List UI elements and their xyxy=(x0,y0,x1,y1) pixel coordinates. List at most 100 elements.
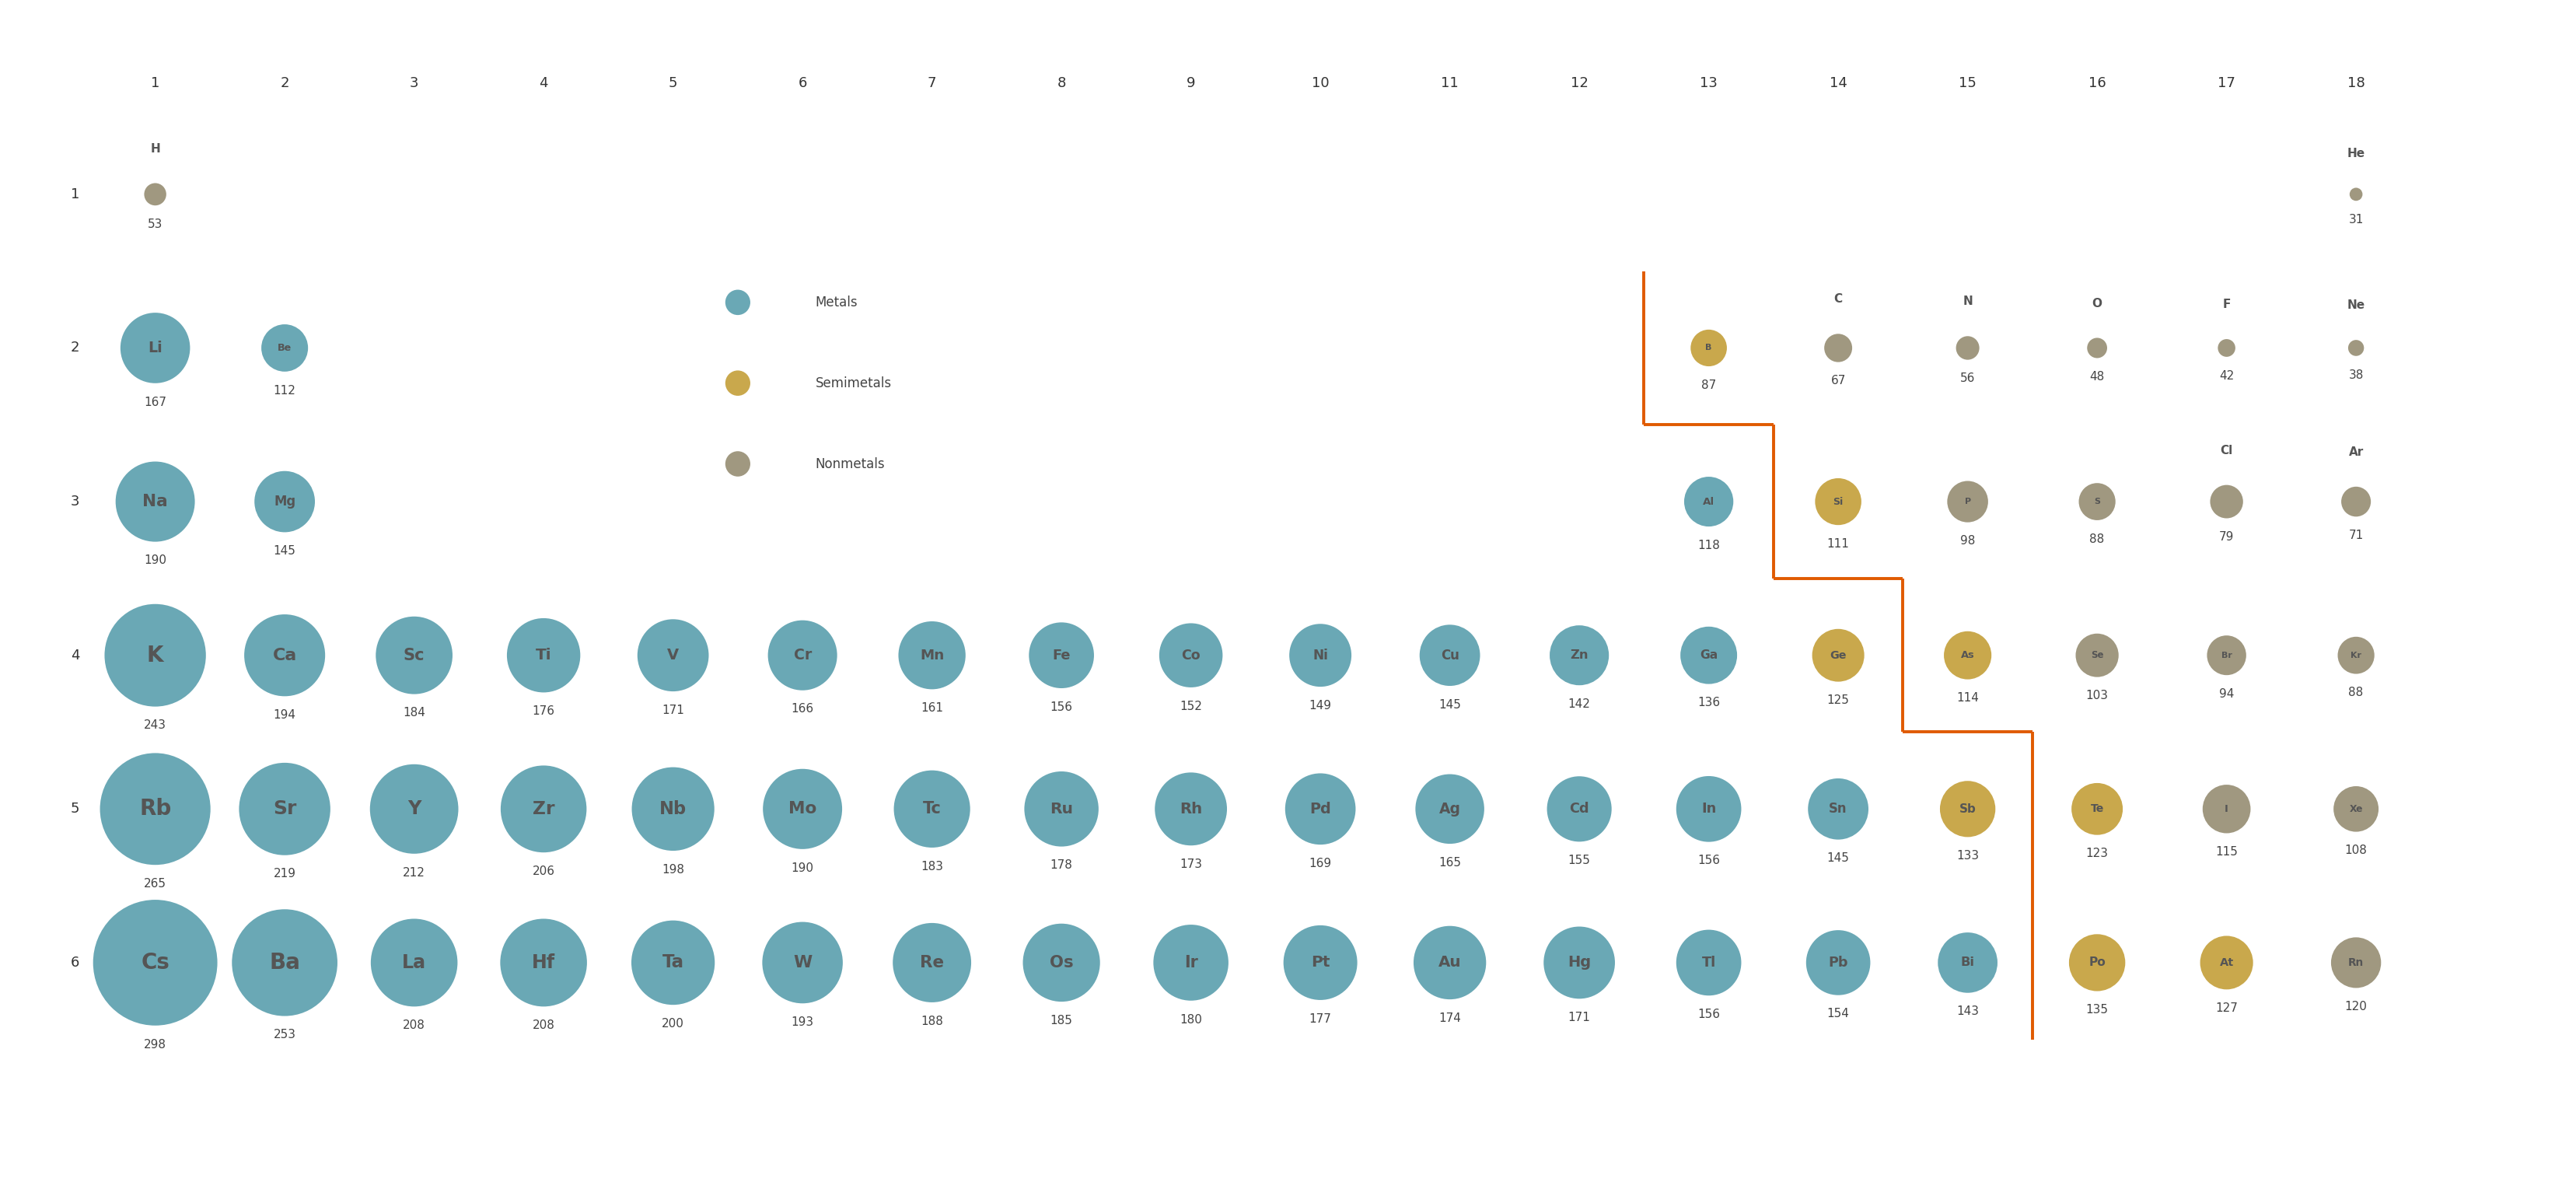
Ellipse shape xyxy=(762,922,842,1003)
Text: Be: Be xyxy=(278,343,291,353)
Text: 31: 31 xyxy=(2349,214,2365,226)
Text: 253: 253 xyxy=(273,1029,296,1041)
Ellipse shape xyxy=(899,622,966,689)
Text: 71: 71 xyxy=(2349,530,2365,542)
Text: 15: 15 xyxy=(1958,77,1976,91)
Text: 169: 169 xyxy=(1309,858,1332,869)
Text: 184: 184 xyxy=(402,707,425,719)
Text: Hg: Hg xyxy=(1569,956,1592,970)
Text: 183: 183 xyxy=(920,861,943,872)
Text: Nonmetals: Nonmetals xyxy=(817,457,886,471)
Text: 98: 98 xyxy=(1960,536,1976,547)
Text: 2: 2 xyxy=(70,341,80,355)
Text: 208: 208 xyxy=(402,1019,425,1031)
Text: Au: Au xyxy=(1437,956,1461,970)
Ellipse shape xyxy=(1811,629,1865,682)
Ellipse shape xyxy=(371,764,459,854)
Ellipse shape xyxy=(2331,938,2380,988)
Ellipse shape xyxy=(116,462,196,542)
Text: Re: Re xyxy=(920,954,943,970)
Ellipse shape xyxy=(1816,478,1862,525)
Ellipse shape xyxy=(1159,623,1224,688)
Ellipse shape xyxy=(1945,631,1991,679)
Text: W: W xyxy=(793,954,811,970)
Ellipse shape xyxy=(2210,484,2244,518)
Text: Ba: Ba xyxy=(268,952,301,974)
Ellipse shape xyxy=(2349,188,2362,201)
Ellipse shape xyxy=(100,753,211,865)
Ellipse shape xyxy=(232,909,337,1017)
Text: 88: 88 xyxy=(2349,687,2365,698)
Text: Tl: Tl xyxy=(1703,956,1716,970)
Text: 171: 171 xyxy=(1569,1012,1589,1024)
Ellipse shape xyxy=(1154,925,1229,1001)
Text: 87: 87 xyxy=(1700,379,1716,391)
Text: 298: 298 xyxy=(144,1038,167,1050)
Text: Se: Se xyxy=(2092,651,2105,660)
Text: Rh: Rh xyxy=(1180,801,1203,817)
Text: 190: 190 xyxy=(791,862,814,874)
Text: Kr: Kr xyxy=(2352,652,2362,659)
Text: Mn: Mn xyxy=(920,648,945,663)
Text: 12: 12 xyxy=(1571,77,1589,91)
Text: 103: 103 xyxy=(2087,690,2107,702)
Text: Fe: Fe xyxy=(1054,648,1072,663)
Ellipse shape xyxy=(1677,929,1741,995)
Text: As: As xyxy=(1960,651,1976,660)
Ellipse shape xyxy=(255,471,314,532)
Text: 212: 212 xyxy=(402,867,425,878)
Text: 180: 180 xyxy=(1180,1014,1203,1025)
Text: 11: 11 xyxy=(1440,77,1458,91)
Ellipse shape xyxy=(1824,334,1852,362)
Ellipse shape xyxy=(2208,635,2246,675)
Text: 5: 5 xyxy=(70,803,80,816)
Text: 243: 243 xyxy=(144,720,167,731)
Text: 219: 219 xyxy=(273,868,296,880)
Text: 42: 42 xyxy=(2218,370,2233,382)
Text: Ge: Ge xyxy=(1829,649,1847,660)
Ellipse shape xyxy=(121,312,191,383)
Text: 176: 176 xyxy=(533,706,554,718)
Text: Os: Os xyxy=(1048,954,1074,970)
Ellipse shape xyxy=(245,615,325,696)
Text: B: B xyxy=(1705,344,1713,352)
Ellipse shape xyxy=(2079,483,2115,520)
Text: 208: 208 xyxy=(533,1019,554,1031)
Text: 5: 5 xyxy=(670,77,677,91)
Text: Br: Br xyxy=(2221,652,2231,659)
Text: 156: 156 xyxy=(1698,1008,1721,1020)
Ellipse shape xyxy=(1543,927,1615,999)
Ellipse shape xyxy=(1154,773,1226,846)
Text: Cu: Cu xyxy=(1440,648,1458,663)
Text: 79: 79 xyxy=(2218,531,2233,543)
Text: 1: 1 xyxy=(152,77,160,91)
Text: 193: 193 xyxy=(791,1017,814,1029)
Text: 206: 206 xyxy=(533,866,554,877)
Ellipse shape xyxy=(1025,771,1097,847)
Ellipse shape xyxy=(768,621,837,690)
Text: 165: 165 xyxy=(1437,856,1461,868)
Text: Ru: Ru xyxy=(1051,801,1074,817)
Ellipse shape xyxy=(1690,330,1726,366)
Ellipse shape xyxy=(2336,636,2375,673)
Text: 185: 185 xyxy=(1051,1014,1072,1026)
Text: 154: 154 xyxy=(1826,1008,1850,1020)
Text: 6: 6 xyxy=(799,77,806,91)
Text: Ga: Ga xyxy=(1700,649,1718,661)
Text: K: K xyxy=(147,645,165,666)
Text: 174: 174 xyxy=(1437,1012,1461,1024)
Text: Zn: Zn xyxy=(1571,649,1589,661)
Text: 155: 155 xyxy=(1569,855,1589,866)
Ellipse shape xyxy=(726,371,750,396)
Text: Nb: Nb xyxy=(659,800,688,818)
Ellipse shape xyxy=(1806,930,1870,995)
Text: 152: 152 xyxy=(1180,701,1203,712)
Text: Li: Li xyxy=(147,341,162,355)
Text: O: O xyxy=(2092,298,2102,310)
Ellipse shape xyxy=(1940,781,1996,837)
Ellipse shape xyxy=(2087,337,2107,358)
Text: Cd: Cd xyxy=(1569,803,1589,816)
Text: Mg: Mg xyxy=(273,495,296,508)
Ellipse shape xyxy=(2202,785,2251,834)
Ellipse shape xyxy=(631,767,714,850)
